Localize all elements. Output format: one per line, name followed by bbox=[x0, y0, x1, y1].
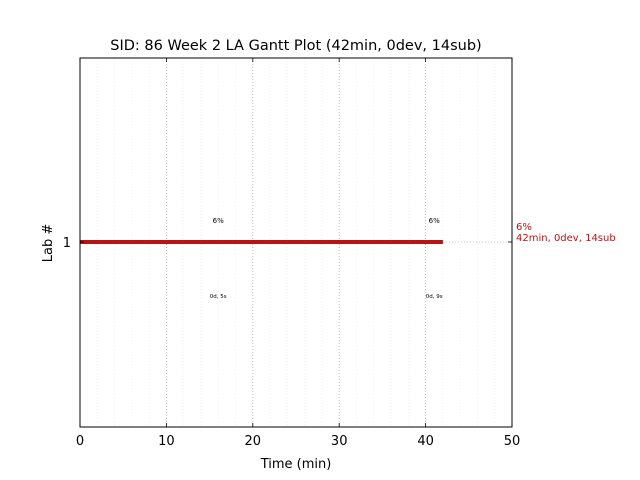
chart-title: SID: 86 Week 2 LA Gantt Plot (42min, 0de… bbox=[110, 38, 481, 54]
x-tick-label: 50 bbox=[504, 434, 521, 449]
x-tick-label: 0 bbox=[76, 434, 84, 449]
x-tick-label: 20 bbox=[245, 434, 262, 449]
x-tick-label: 40 bbox=[417, 434, 434, 449]
x-tick-label: 30 bbox=[331, 434, 348, 449]
plot-frame bbox=[79, 57, 513, 428]
x-axis-label: Time (min) bbox=[260, 457, 332, 472]
marker-top-label: 6% bbox=[213, 217, 224, 225]
marker-bottom-label: 0d, 5s bbox=[210, 294, 227, 300]
marker-bottom-label: 0d, 9s bbox=[426, 294, 443, 300]
y-tick-label: 1 bbox=[63, 236, 71, 251]
y-axis-label: Lab # bbox=[41, 224, 56, 263]
marker-top-label: 6% bbox=[429, 217, 440, 225]
row-summary-label: 42min, 0dev, 14sub bbox=[516, 233, 616, 244]
row-summary-label: 6% bbox=[516, 222, 532, 233]
y-axis-ticks: 1 bbox=[63, 236, 512, 251]
x-tick-label: 10 bbox=[158, 434, 175, 449]
bar-label-layer: 6%0d, 5s6%0d, 9s6%42min, 0dev, 14sub bbox=[210, 217, 616, 300]
x-axis-ticks: 0 10 20 30 40 50 bbox=[76, 58, 520, 449]
